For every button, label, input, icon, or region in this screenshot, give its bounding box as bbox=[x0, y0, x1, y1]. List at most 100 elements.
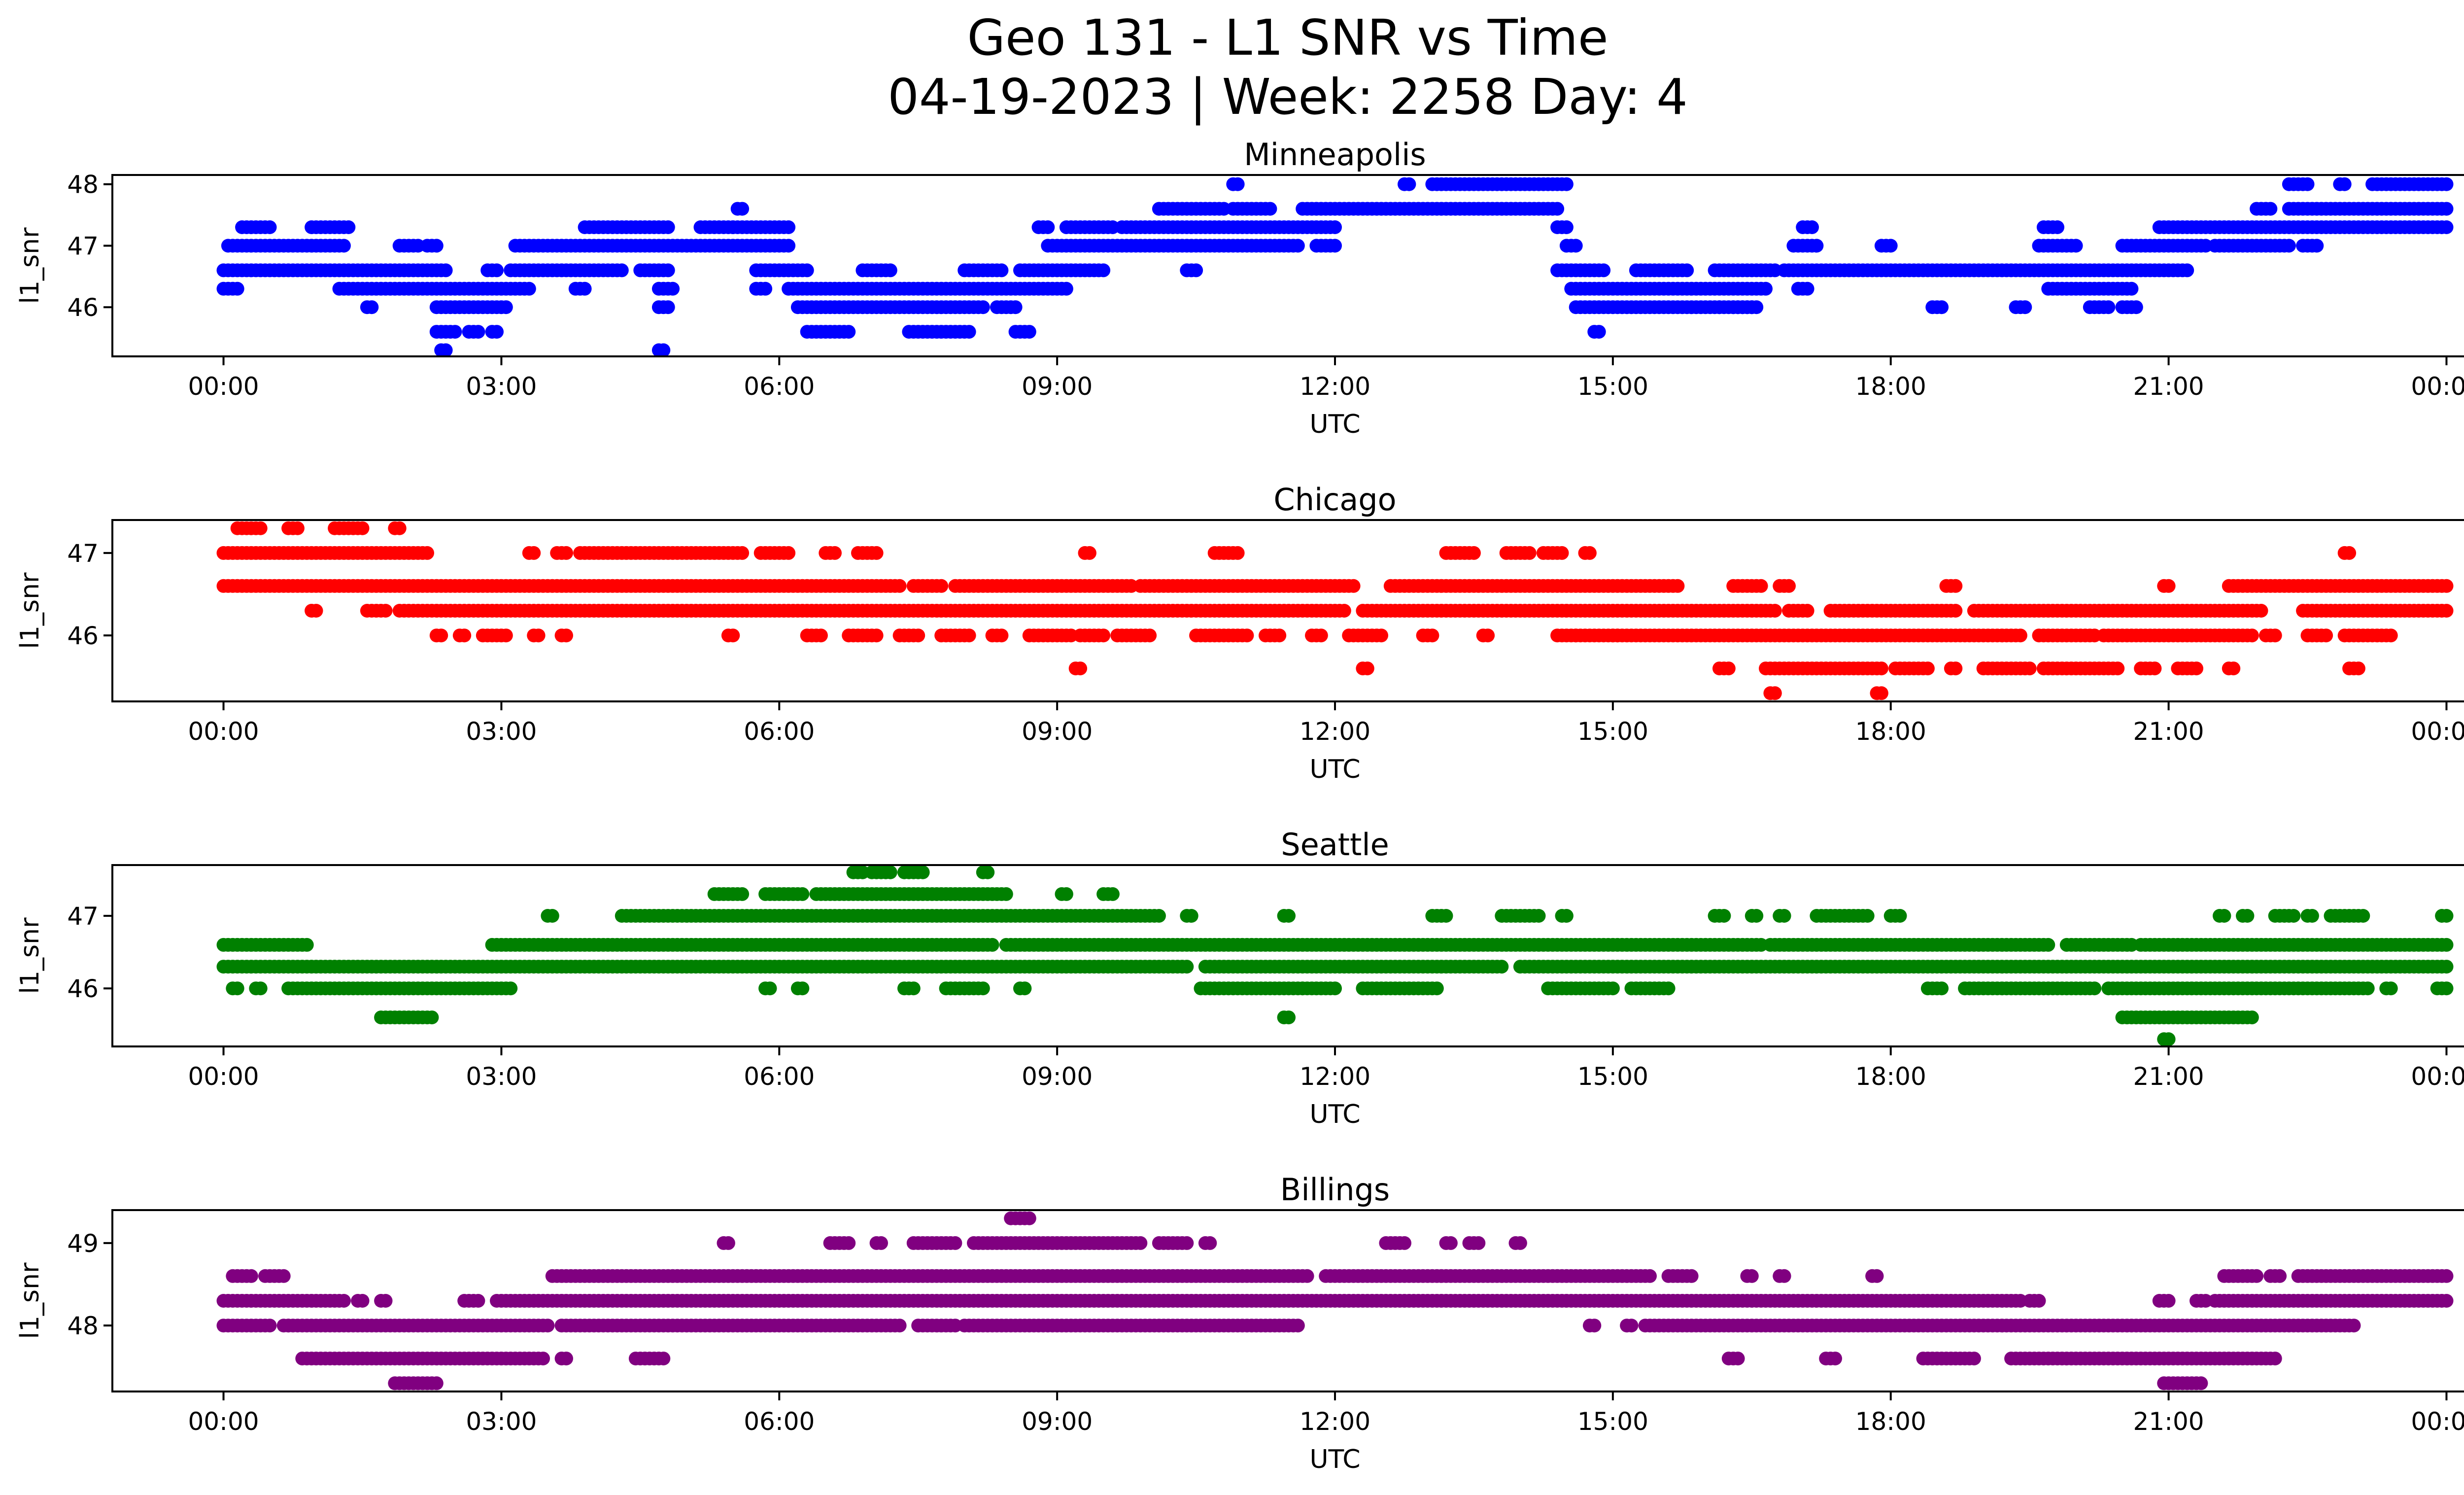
data-point bbox=[2305, 909, 2319, 923]
data-point bbox=[2439, 177, 2454, 191]
data-point bbox=[661, 220, 675, 234]
data-point bbox=[911, 628, 925, 643]
data-point bbox=[976, 300, 990, 314]
data-point bbox=[1782, 579, 1796, 593]
data-point bbox=[531, 628, 546, 643]
data-point bbox=[559, 628, 573, 643]
data-point bbox=[842, 325, 856, 339]
data-point bbox=[2250, 1269, 2264, 1283]
data-point bbox=[994, 628, 1009, 643]
x-tick-label: 18:00 bbox=[1855, 717, 1926, 746]
data-point bbox=[490, 263, 504, 278]
data-point bbox=[1754, 579, 1768, 593]
y-tick-label: 47 bbox=[67, 539, 99, 568]
data-point bbox=[1231, 177, 1245, 191]
data-point bbox=[1661, 981, 1676, 996]
data-point bbox=[2356, 909, 2370, 923]
data-point bbox=[1272, 628, 1287, 643]
data-point bbox=[2041, 938, 2055, 952]
x-tick-label: 00:00 bbox=[2411, 717, 2464, 746]
data-point bbox=[1105, 887, 1120, 901]
figure-subtitle: 04-19-2023 | Week: 2258 Day: 4 bbox=[888, 68, 1688, 126]
data-point bbox=[1810, 239, 1824, 253]
data-point bbox=[2439, 202, 2454, 216]
data-point bbox=[869, 628, 884, 643]
y-tick-label: 48 bbox=[67, 171, 99, 199]
data-point bbox=[782, 239, 796, 253]
x-tick-label: 00:00 bbox=[2411, 372, 2464, 401]
data-point bbox=[1721, 661, 1736, 676]
data-point bbox=[1300, 1269, 1314, 1283]
data-point bbox=[782, 220, 796, 234]
data-point bbox=[661, 263, 675, 278]
data-point bbox=[892, 579, 907, 593]
x-tick-label: 12:00 bbox=[1300, 717, 1370, 746]
data-point bbox=[2384, 628, 2398, 643]
data-point bbox=[2351, 661, 2365, 676]
data-point bbox=[1513, 1236, 1527, 1250]
y-tick-label: 46 bbox=[67, 293, 99, 322]
panel-title: Billings bbox=[1280, 1172, 1390, 1208]
data-point bbox=[2254, 604, 2268, 618]
data-point bbox=[795, 887, 810, 901]
data-point bbox=[1569, 239, 1583, 253]
data-point bbox=[1559, 220, 1574, 234]
data-point bbox=[1314, 628, 1328, 643]
data-point bbox=[2226, 661, 2241, 676]
data-point bbox=[290, 521, 305, 535]
data-point bbox=[1398, 1236, 1411, 1250]
x-tick-label: 09:00 bbox=[1022, 717, 1093, 746]
data-point bbox=[782, 546, 796, 560]
data-point bbox=[615, 263, 629, 278]
data-point bbox=[1082, 546, 1096, 560]
y-axis-label: l1_snr bbox=[15, 227, 45, 304]
data-point bbox=[1152, 909, 1166, 923]
data-point bbox=[2273, 1269, 2287, 1283]
data-point bbox=[2180, 263, 2194, 278]
data-point bbox=[1096, 263, 1111, 278]
figure-title: Geo 131 - L1 SNR vs Time bbox=[967, 9, 1608, 67]
data-point bbox=[1041, 220, 1055, 234]
data-point bbox=[1949, 604, 1963, 618]
data-point bbox=[906, 981, 921, 996]
data-point bbox=[2439, 960, 2454, 974]
data-point bbox=[1559, 177, 1574, 191]
data-point bbox=[434, 628, 448, 643]
x-tick-label: 00:00 bbox=[188, 1062, 259, 1091]
x-axis-label: UTC bbox=[1309, 755, 1360, 784]
data-point bbox=[1472, 1236, 1486, 1250]
data-point bbox=[2439, 1294, 2454, 1308]
x-tick-label: 15:00 bbox=[1577, 1062, 1648, 1091]
x-tick-label: 21:00 bbox=[2133, 1062, 2204, 1091]
data-point bbox=[2263, 202, 2278, 216]
data-point bbox=[439, 263, 453, 278]
data-point bbox=[2439, 981, 2454, 996]
x-tick-label: 21:00 bbox=[2133, 372, 2204, 401]
data-point bbox=[1022, 1211, 1036, 1225]
x-axis-label: UTC bbox=[1309, 1100, 1360, 1129]
scatter-series bbox=[216, 521, 2454, 700]
data-point bbox=[1133, 1236, 1148, 1250]
data-point bbox=[1203, 1236, 1217, 1250]
data-point bbox=[795, 981, 810, 996]
data-point bbox=[1643, 1269, 1657, 1283]
data-point bbox=[2161, 579, 2176, 593]
x-tick-label: 18:00 bbox=[1855, 372, 1926, 401]
data-point bbox=[721, 1236, 735, 1250]
x-tick-label: 06:00 bbox=[744, 1062, 815, 1091]
data-point bbox=[490, 325, 504, 339]
data-point bbox=[420, 546, 434, 560]
x-tick-label: 00:00 bbox=[188, 717, 259, 746]
data-point bbox=[883, 263, 897, 278]
data-point bbox=[230, 981, 244, 996]
data-point bbox=[2361, 981, 2375, 996]
data-point bbox=[735, 546, 750, 560]
y-axis-label: l1_snr bbox=[15, 572, 45, 649]
data-point bbox=[1893, 909, 1907, 923]
data-point bbox=[1684, 1269, 1699, 1283]
data-point bbox=[1096, 628, 1111, 643]
data-point bbox=[559, 546, 573, 560]
data-point bbox=[522, 281, 536, 296]
data-point bbox=[1768, 686, 1782, 700]
